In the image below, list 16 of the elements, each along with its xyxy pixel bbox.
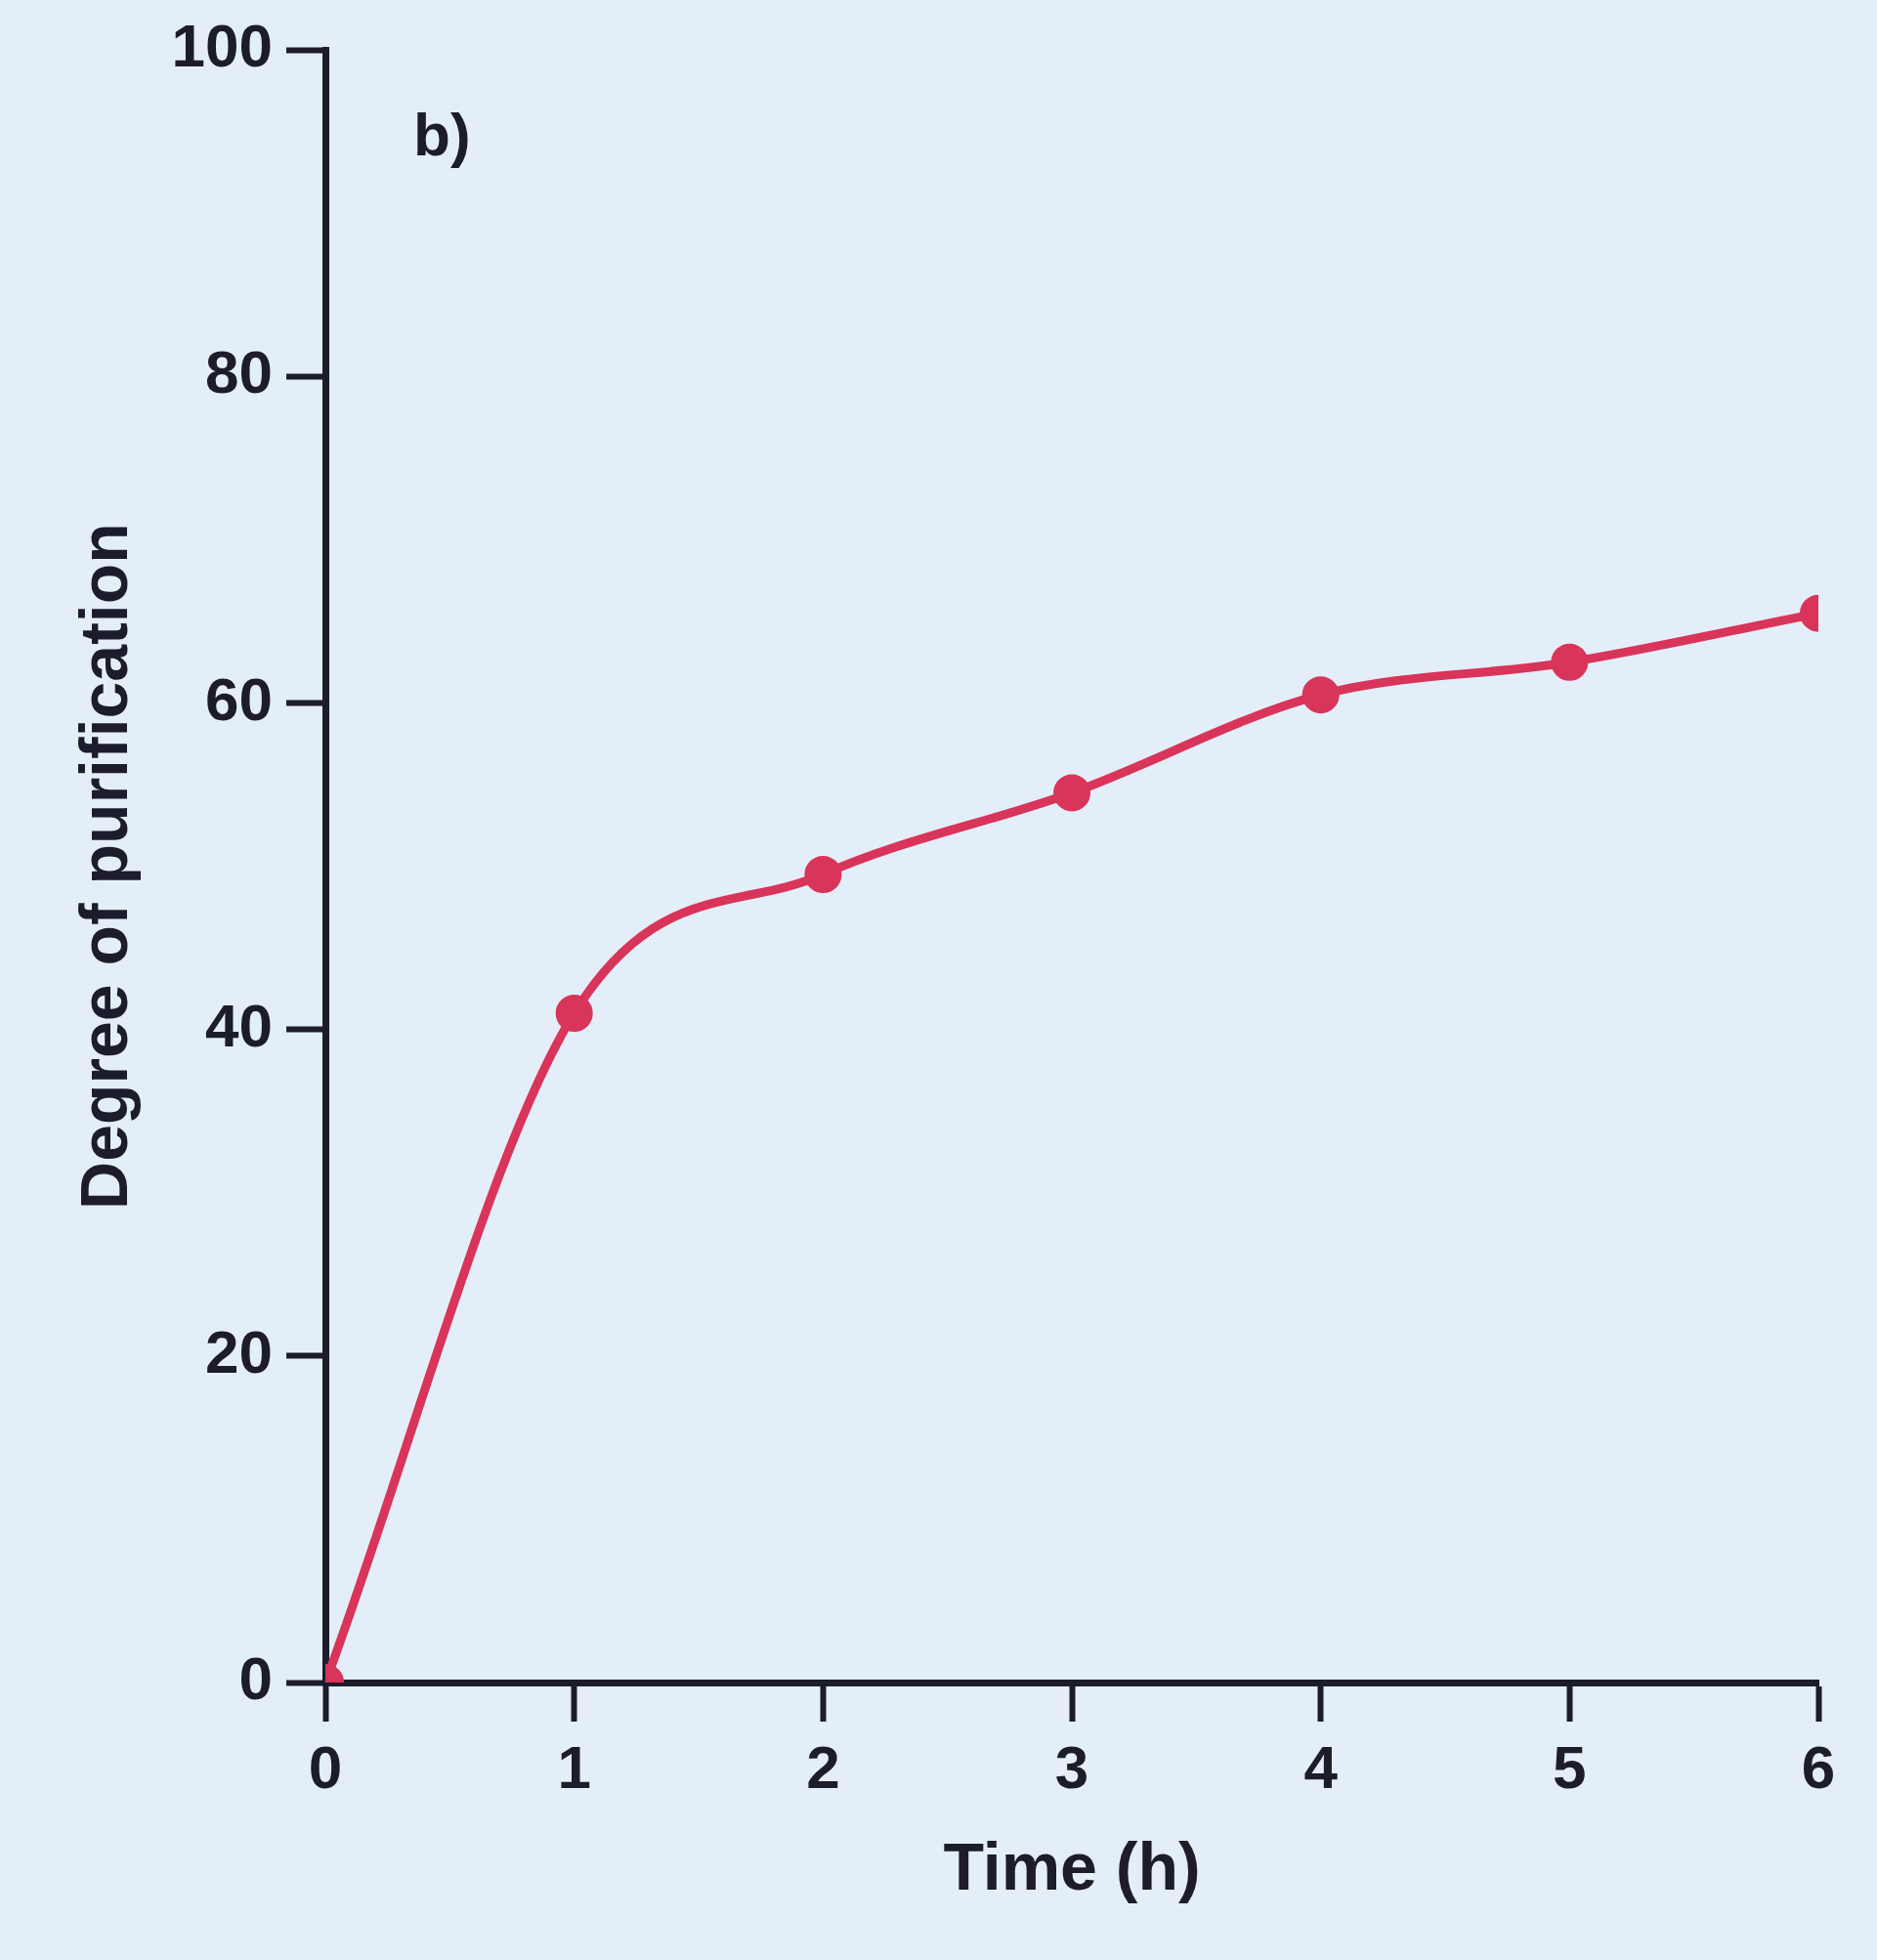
- x-tick-label: 0: [308, 1733, 343, 1802]
- y-tick-label: 60: [205, 664, 274, 733]
- y-tick-label: 100: [171, 12, 274, 80]
- x-tick-label: 2: [806, 1733, 840, 1802]
- x-axis-title: Time (h): [943, 1828, 1201, 1903]
- y-tick-label: 20: [205, 1317, 274, 1385]
- x-tick-label: 4: [1303, 1733, 1339, 1802]
- y-tick-label: 40: [205, 991, 274, 1059]
- y-tick-label: 0: [238, 1644, 274, 1713]
- y-axis-title: Degree of purification: [65, 523, 141, 1210]
- annotation: b): [413, 101, 471, 169]
- y-tick-label: 80: [205, 338, 274, 406]
- x-tick-label: 5: [1553, 1733, 1587, 1802]
- x-tick-label: 6: [1801, 1733, 1836, 1802]
- x-tick-label: 3: [1054, 1733, 1089, 1802]
- x-tick-label: 1: [557, 1733, 591, 1802]
